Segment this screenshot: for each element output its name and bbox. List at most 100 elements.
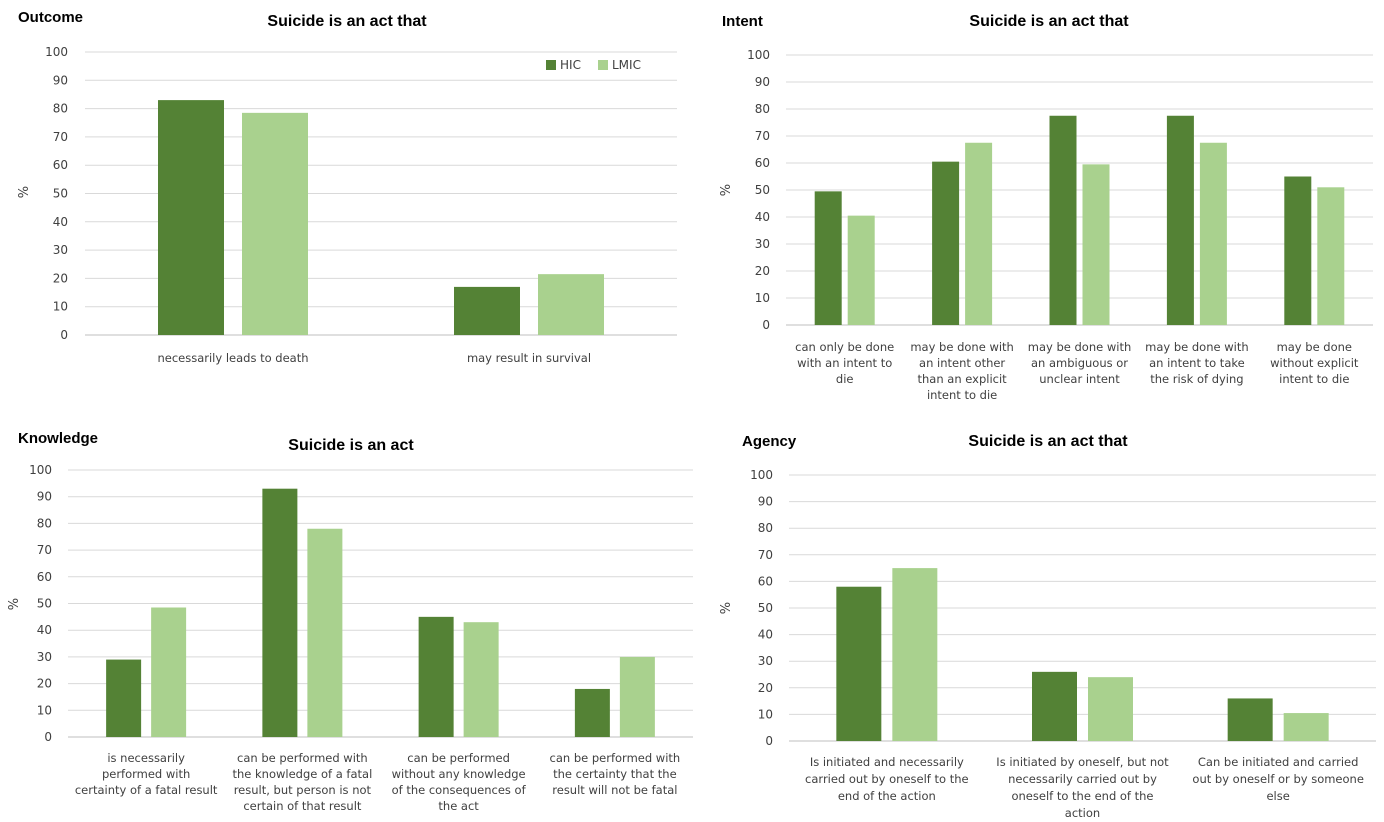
y-tick-label: 90 — [37, 490, 52, 504]
y-tick-label: 100 — [29, 463, 52, 477]
category-label: can be performed with — [237, 751, 368, 765]
y-tick-label: 40 — [755, 210, 770, 224]
chart-title: Suicide is an act that — [969, 13, 1129, 30]
legend: HIC LMIC — [546, 58, 641, 72]
category-label: unclear intent — [1039, 372, 1120, 386]
category-label: intent to die — [1279, 372, 1349, 386]
category-label: Is initiated and necessarily — [810, 755, 964, 769]
y-tick-label: 0 — [60, 328, 68, 342]
bar-hic — [418, 616, 454, 737]
bar-hic — [106, 659, 142, 737]
category-label: may be done with — [1145, 340, 1249, 354]
y-tick-label: 70 — [755, 129, 770, 143]
bar-lmic — [892, 568, 938, 741]
legend-swatch-lmic — [598, 60, 608, 70]
category-label: an intent other — [919, 356, 1005, 370]
category-label: end of the action — [838, 789, 936, 803]
bar-hic — [932, 161, 960, 325]
bar-hic — [158, 100, 224, 335]
panel-label: Outcome — [18, 9, 83, 26]
y-tick-label: 50 — [37, 597, 52, 611]
chart-panel-outcome: Outcome Suicide is an act that 0 10 20 30 40 50… — [17, 9, 677, 365]
category-label: necessarily carried out by — [1008, 772, 1157, 786]
category-label: certainty of a fatal result — [75, 783, 218, 797]
bar-lmic — [965, 142, 993, 325]
bar-hic — [1284, 176, 1312, 325]
category-label: the knowledge of a fatal — [232, 767, 372, 781]
y-tick-label: 90 — [53, 73, 68, 87]
bar-hic — [836, 586, 882, 741]
category-label: the certainty that the — [553, 767, 677, 781]
category-label: without any knowledge — [392, 767, 526, 781]
chart-title: Suicide is an act that — [968, 433, 1128, 450]
y-axis-label: % — [719, 184, 734, 196]
category-label: certain of that result — [243, 799, 362, 813]
category-label: may result in survival — [467, 351, 591, 365]
bar-hic — [1166, 115, 1194, 325]
category-label: carried out by oneself to the — [805, 772, 969, 786]
y-tick-label: 20 — [755, 264, 770, 278]
category-label: Can be initiated and carried — [1198, 755, 1359, 769]
panel-label: Knowledge — [18, 430, 98, 447]
y-tick-label: 80 — [758, 521, 773, 535]
legend-label-lmic: LMIC — [612, 58, 641, 72]
y-axis-label: % — [719, 602, 734, 614]
category-label: result, but person is not — [234, 783, 372, 797]
chart-panel-intent: Intent Suicide is an act that 0 10 20 30 40 50 6… — [719, 13, 1373, 402]
bar-lmic — [307, 528, 343, 737]
category-label: necessarily leads to death — [157, 351, 308, 365]
legend-swatch-hic — [546, 60, 556, 70]
bar-lmic — [1317, 187, 1345, 325]
category-label: of the consequences of — [392, 783, 527, 797]
category-label: oneself to the end of the — [1011, 789, 1153, 803]
y-tick-label: 30 — [37, 650, 52, 664]
category-label: an intent to take — [1149, 356, 1245, 370]
y-tick-label: 10 — [53, 300, 68, 314]
y-tick-label: 0 — [44, 730, 52, 744]
y-tick-label: 10 — [37, 703, 52, 717]
category-label: Is initiated by oneself, but not — [996, 755, 1169, 769]
category-label: the act — [438, 799, 479, 813]
bar-hic — [1227, 698, 1273, 741]
category-label: with an intent to — [797, 356, 892, 370]
y-tick-label: 50 — [755, 183, 770, 197]
category-label: can be performed with — [550, 751, 681, 765]
bar-hic — [1032, 671, 1077, 741]
bar-lmic — [242, 112, 308, 335]
bar-lmic — [151, 607, 187, 737]
y-tick-label: 70 — [758, 548, 773, 562]
y-tick-label: 10 — [758, 707, 773, 721]
category-label: action — [1065, 806, 1100, 820]
bar-hic — [262, 488, 298, 737]
category-label: out by oneself or by someone — [1192, 772, 1364, 786]
y-axis-label: % — [7, 598, 22, 610]
category-label: the risk of dying — [1150, 372, 1243, 386]
legend-label-hic: HIC — [560, 58, 581, 72]
category-label: can only be done — [795, 340, 894, 354]
category-label: performed with — [102, 767, 190, 781]
y-tick-label: 100 — [750, 468, 773, 482]
bar-lmic — [538, 274, 604, 335]
y-tick-label: 60 — [53, 158, 68, 172]
y-tick-label: 20 — [53, 271, 68, 285]
panel-label: Intent — [722, 13, 763, 30]
y-tick-label: 30 — [53, 243, 68, 257]
y-tick-label: 20 — [37, 677, 52, 691]
bar-hic — [574, 688, 610, 737]
y-tick-label: 60 — [755, 156, 770, 170]
bar-lmic — [1283, 713, 1329, 741]
category-label: else — [1266, 789, 1289, 803]
category-label: may be done with — [910, 340, 1014, 354]
y-tick-label: 90 — [755, 75, 770, 89]
y-tick-label: 0 — [765, 734, 773, 748]
y-tick-label: 90 — [758, 495, 773, 509]
y-tick-label: 10 — [755, 291, 770, 305]
category-label: intent to die — [927, 388, 997, 402]
y-tick-label: 30 — [758, 654, 773, 668]
y-tick-label: 40 — [37, 623, 52, 637]
y-tick-label: 80 — [53, 102, 68, 116]
chart-title: Suicide is an act that — [267, 13, 427, 30]
category-label: without explicit — [1270, 356, 1359, 370]
y-tick-label: 0 — [762, 318, 770, 332]
y-axis-label: % — [17, 186, 32, 198]
